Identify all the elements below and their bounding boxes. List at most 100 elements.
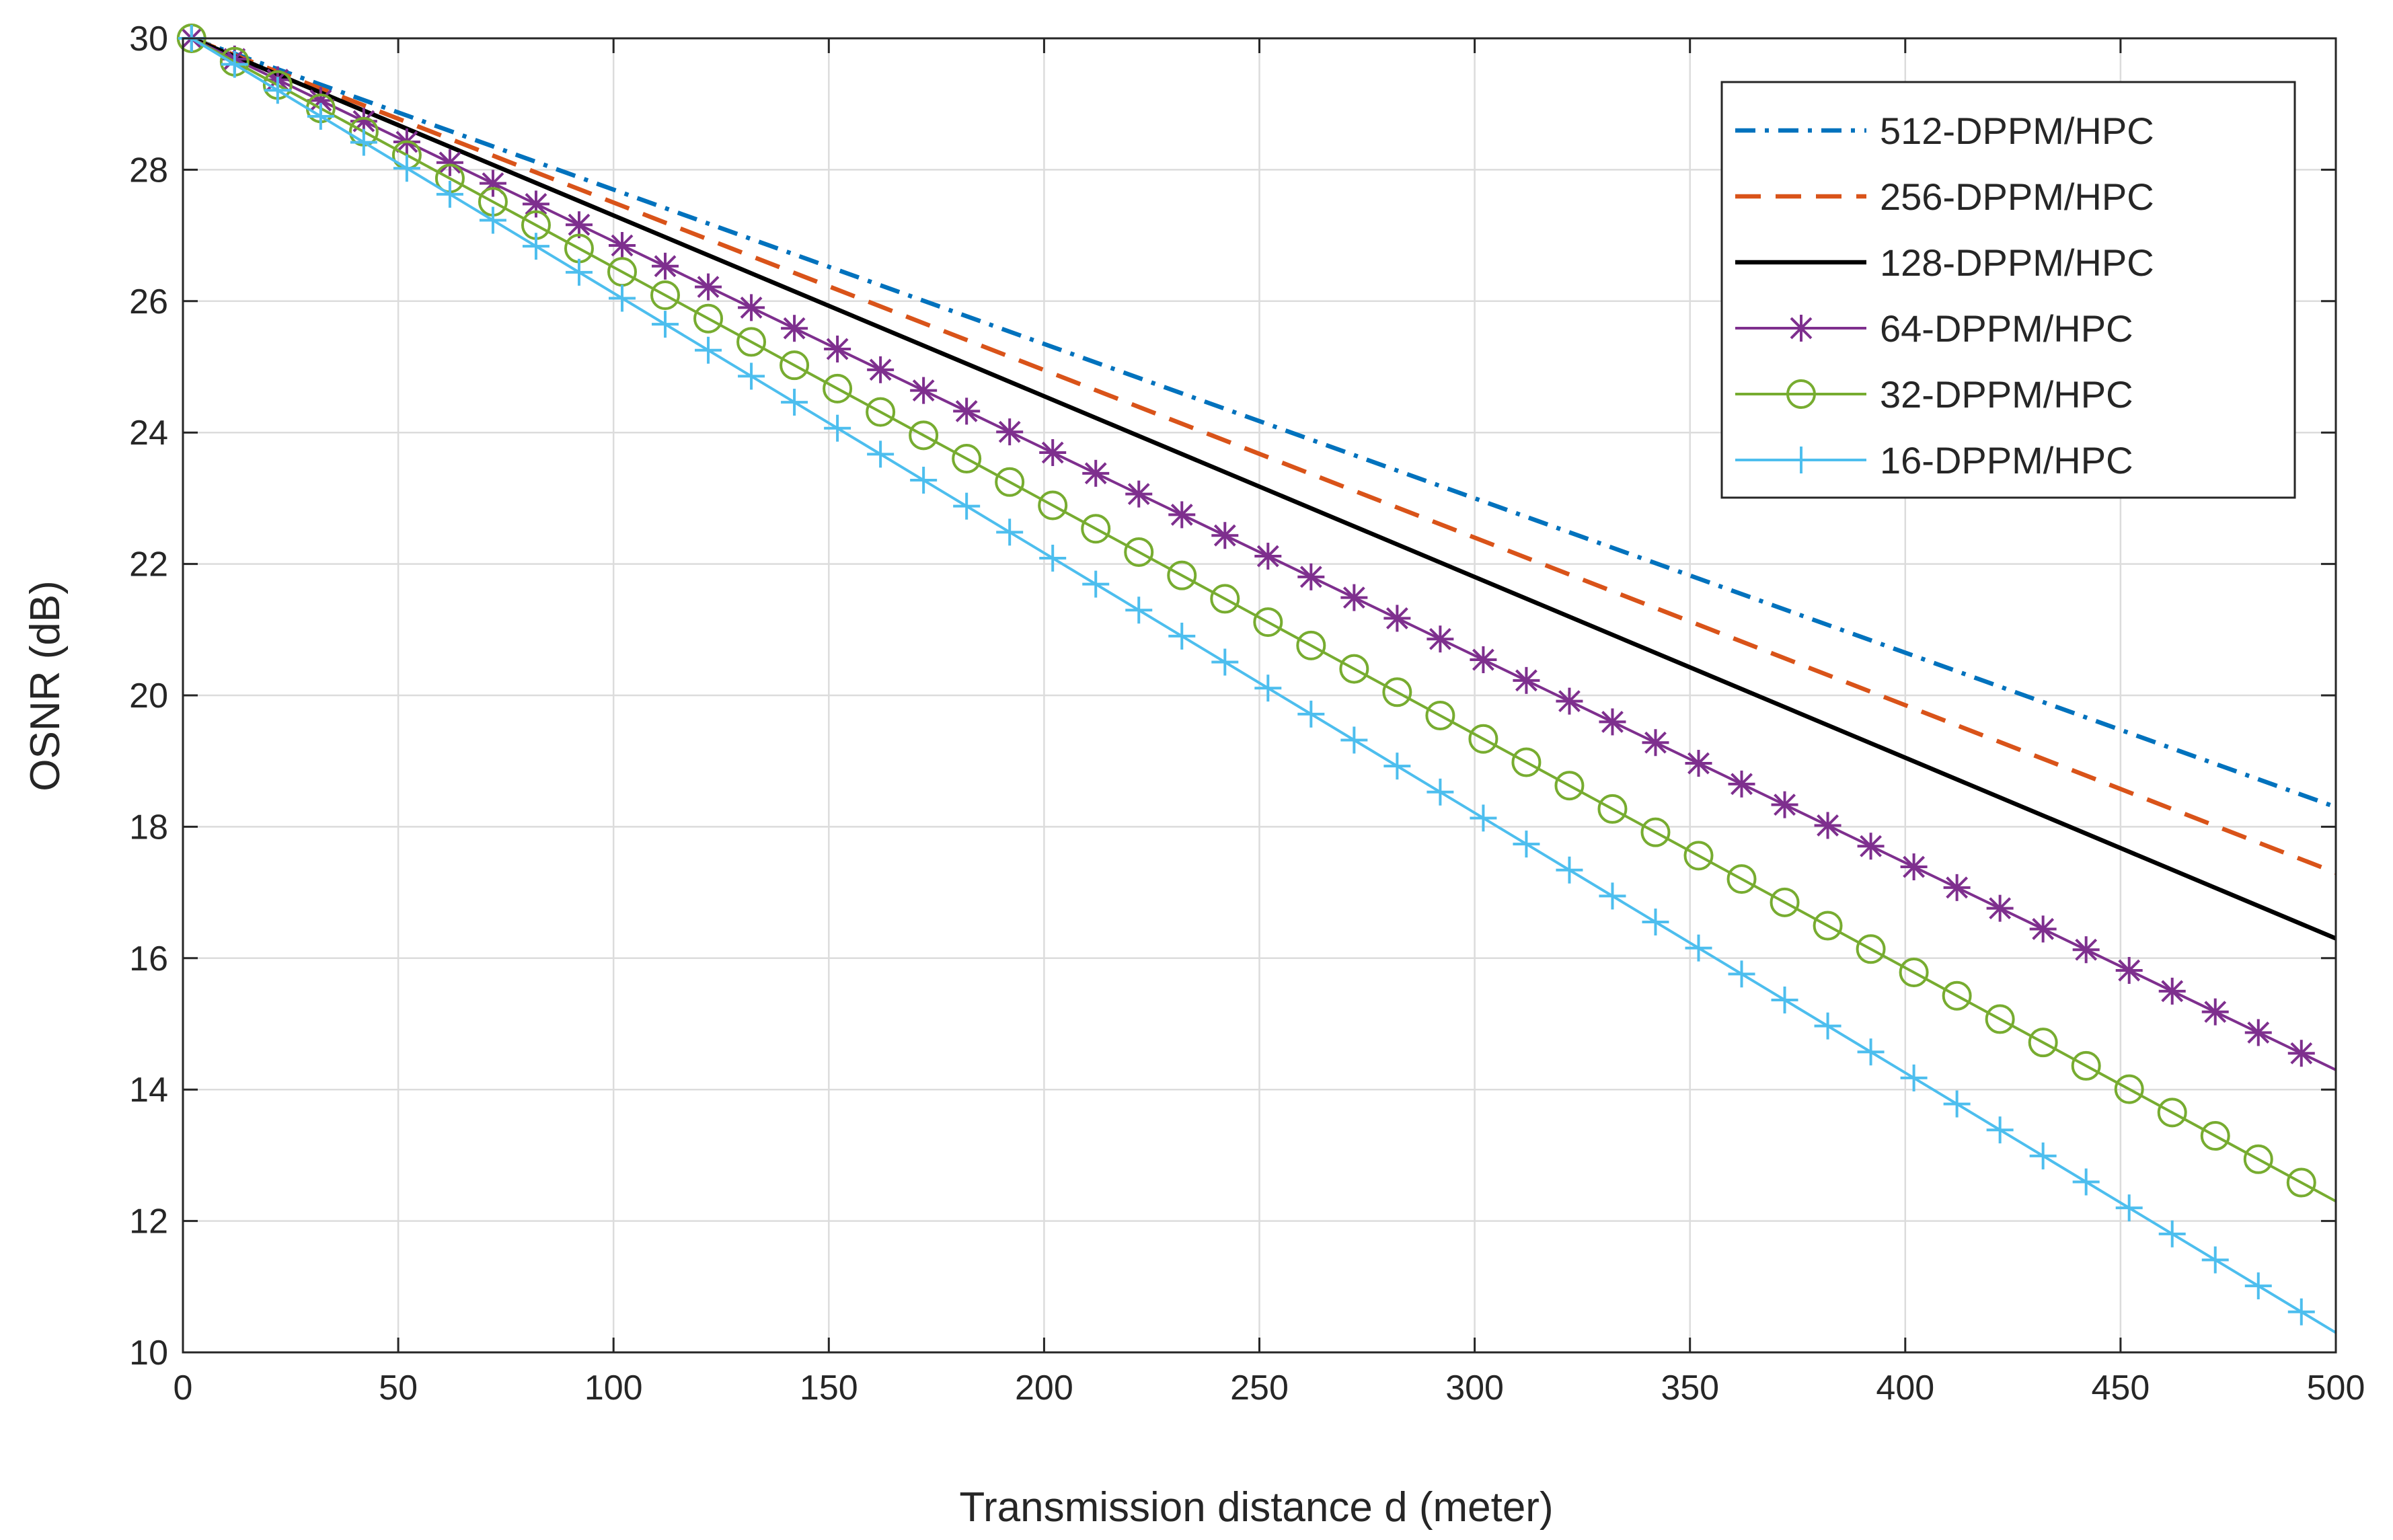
data-point <box>824 414 851 442</box>
data-point <box>2158 977 2186 1005</box>
data-point <box>2071 1050 2101 1081</box>
series-line <box>190 36 2337 810</box>
data-point <box>1857 1038 1885 1066</box>
data-point <box>1039 439 1067 467</box>
y-tick-label: 16 <box>129 939 168 978</box>
data-point <box>2029 1142 2057 1169</box>
data-point <box>2200 1121 2230 1151</box>
data-point <box>995 467 1025 497</box>
data-point <box>1556 687 1583 715</box>
data-point <box>1986 894 2014 922</box>
data-point <box>1685 934 1712 962</box>
data-point <box>1038 490 1068 521</box>
data-point <box>650 280 681 310</box>
data-point <box>1986 1116 2014 1144</box>
data-point <box>1640 817 1671 847</box>
data-point <box>264 77 291 104</box>
data-point <box>1642 909 1669 936</box>
data-point <box>910 467 938 494</box>
data-point <box>2115 957 2143 985</box>
y-tick-label: 24 <box>129 414 168 453</box>
data-point <box>1382 677 1412 707</box>
series-64-DPPM/HPC <box>178 25 2337 1071</box>
legend-label: 256-DPPM/HPC <box>1880 176 2154 218</box>
data-point <box>2244 1019 2272 1046</box>
data-point <box>1599 708 1626 736</box>
data-point <box>1513 831 1540 858</box>
data-point <box>1770 887 1800 917</box>
data-point <box>1210 584 1240 614</box>
data-point <box>1642 729 1669 757</box>
data-point <box>1814 812 1841 839</box>
data-point <box>1726 864 1757 894</box>
data-point <box>1039 544 1067 572</box>
series-32-DPPM/HPC <box>176 24 2337 1203</box>
data-point <box>780 350 810 381</box>
data-point <box>307 87 334 114</box>
x-tick-label: 50 <box>379 1369 418 1408</box>
data-point <box>1856 934 1886 964</box>
y-tick-label: 10 <box>129 1334 168 1373</box>
data-point <box>2158 1220 2186 1247</box>
data-point <box>1168 622 1196 650</box>
data-point <box>695 273 722 301</box>
data-point <box>1470 804 1497 832</box>
data-point <box>2201 1246 2229 1274</box>
data-point <box>2287 1040 2315 1067</box>
series-line <box>190 36 2337 941</box>
legend-entry: 64-DPPM/HPC <box>1735 307 2133 350</box>
data-point <box>1082 459 1110 487</box>
data-point <box>2072 936 2100 964</box>
data-point <box>781 315 808 342</box>
data-point <box>823 373 853 403</box>
data-point <box>1211 522 1239 549</box>
data-point <box>1985 1004 2015 1034</box>
data-point <box>2287 1298 2315 1325</box>
data-point <box>1900 1064 1928 1091</box>
series-line <box>190 36 2337 875</box>
data-point <box>1470 646 1497 674</box>
data-point <box>1813 911 1843 941</box>
data-point <box>1857 833 1885 860</box>
series-16-DPPM/HPC <box>178 25 2337 1334</box>
data-point <box>2029 915 2057 943</box>
data-point <box>1253 607 1283 638</box>
data-point <box>909 420 939 451</box>
legend-label: 512-DPPM/HPC <box>1880 110 2154 152</box>
data-point <box>996 418 1024 446</box>
legend-marker <box>1786 379 1816 409</box>
series-line <box>190 37 2337 1071</box>
data-point <box>652 311 679 338</box>
data-point <box>1167 560 1197 590</box>
data-point <box>1427 778 1454 806</box>
data-point <box>1124 537 1154 567</box>
data-point <box>695 336 722 364</box>
data-point <box>609 232 636 260</box>
data-point <box>393 155 420 182</box>
data-point <box>824 336 851 363</box>
data-point <box>953 397 981 425</box>
data-point <box>1125 596 1153 624</box>
legend-entry: 512-DPPM/HPC <box>1735 110 2154 152</box>
data-point <box>1211 648 1239 676</box>
data-point <box>1899 957 1929 987</box>
data-point <box>2157 1098 2187 1128</box>
y-tick-labels: 10 12 14 16 18 20 22 24 26 28 30 <box>129 20 168 1373</box>
data-point <box>1728 770 1755 798</box>
data-point <box>1082 570 1110 598</box>
data-point <box>1254 675 1282 702</box>
series-256-DPPM/HPC <box>190 36 2337 875</box>
data-point <box>565 258 593 286</box>
x-tick-label: 450 <box>2092 1369 2150 1408</box>
legend-box <box>1720 81 2296 499</box>
data-point <box>522 233 549 260</box>
x-tick-label: 250 <box>1230 1369 1289 1408</box>
legend-label: 128-DPPM/HPC <box>1880 241 2154 284</box>
x-tick-label: 350 <box>1661 1369 1719 1408</box>
data-point <box>1081 514 1111 544</box>
data-point <box>2072 1168 2100 1196</box>
data-point <box>738 362 765 390</box>
series-layer <box>176 24 2337 1334</box>
data-point <box>1513 666 1540 694</box>
